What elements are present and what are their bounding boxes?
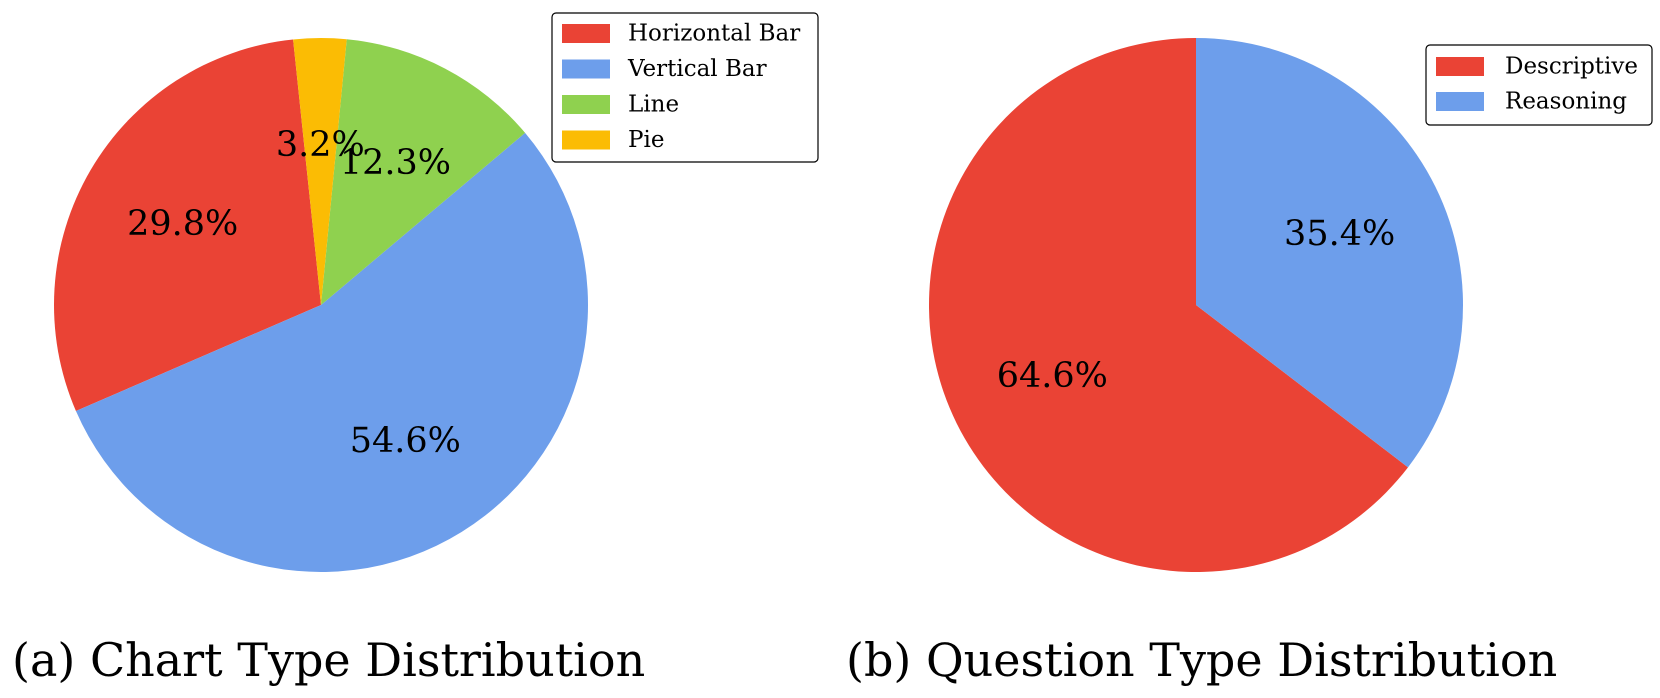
chart-type-slice-pie [293,37,347,305]
chart-type-pie-slices [53,37,588,572]
question-type-caption: (b) Question Type Distribution [846,633,1557,687]
chart-type-legend-swatch-horizontal-bar [562,24,610,43]
question-type-percent-label-reasoning: 35.4% [1284,214,1395,254]
chart-type-legend-label-horizontal-bar: Horizontal Bar [628,21,800,47]
chart-type-pie-chart: 29.8% 54.6% 12.3%3.2% Horizontal Bar Vertic… [12,12,819,687]
question-type-legend: Descriptive Reasoning [1425,44,1653,126]
chart-type-percent-label-horizontal-bar: 29.8% [127,204,238,244]
chart-type-legend-swatch-line [562,95,610,114]
chart-type-caption: (a) Chart Type Distribution [12,633,645,687]
chart-type-legend-label-pie: Pie [628,127,664,153]
chart-type-slice-vertical-bar [75,132,588,572]
question-type-legend-swatch-descriptive [1436,57,1484,76]
chart-type-slice-line [321,39,526,305]
chart-type-legend-label-line: Line [628,92,679,118]
chart-type-percent-label-line: 12.3% [340,143,451,183]
question-type-legend-swatch-reasoning [1436,92,1484,111]
question-type-slice-descriptive [929,38,1408,572]
question-type-pie-chart: 64.6% 35.4% Descriptive Reasoning (b) Ques… [846,37,1653,687]
chart-type-legend-label-vertical-bar: Vertical Bar [627,56,767,82]
chart-type-legend: Horizontal Bar Vertical Bar Line Pie [551,12,819,163]
chart-type-slice-horizontal-bar [53,39,321,411]
question-type-pie-percent-labels: 64.6% 35.4% [997,214,1395,396]
question-type-percent-label-descriptive: 64.6% [997,356,1108,396]
question-type-legend-items: Descriptive Reasoning [1436,54,1638,115]
chart-type-pie-percent-labels: 29.8% 54.6% 12.3%3.2% [127,125,461,461]
question-type-pie-slices [929,37,1463,572]
chart-type-legend-frame [551,12,819,163]
chart-type-legend-swatch-pie [562,130,610,150]
question-type-legend-label-reasoning: Reasoning [1505,89,1627,115]
chart-type-percent-label-vertical-bar: 54.6% [350,421,461,461]
chart-type-percent-label-pie: 3.2% [276,125,365,165]
chart-type-legend-items: Horizontal Bar Vertical Bar Line Pie [562,21,800,153]
question-type-slice-reasoning [1196,37,1463,468]
question-type-legend-label-descriptive: Descriptive [1505,54,1638,80]
chart-type-legend-swatch-vertical-bar [562,59,610,79]
